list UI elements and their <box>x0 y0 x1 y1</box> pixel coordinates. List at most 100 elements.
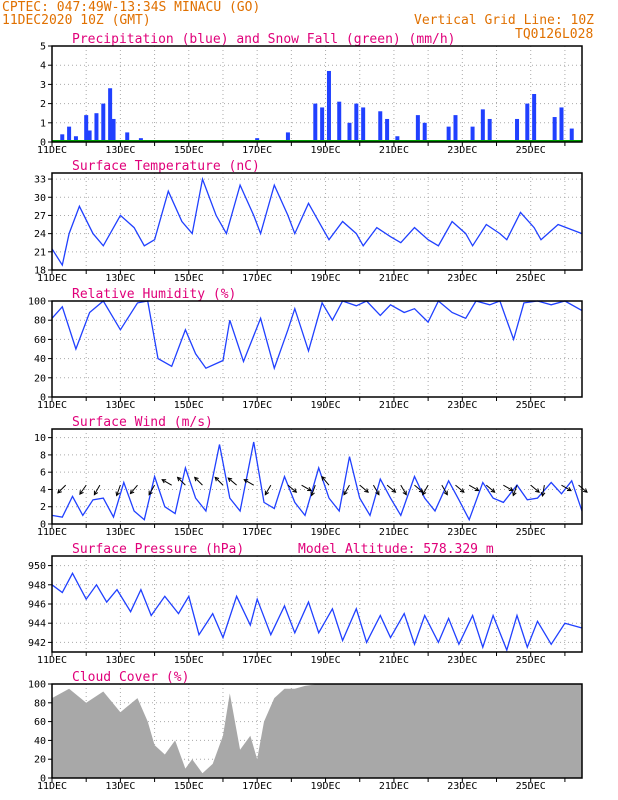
precip-bar <box>378 111 383 142</box>
ytick-label: 4 <box>40 61 46 72</box>
wind-arrow <box>441 484 448 495</box>
wind-arrow <box>93 484 101 495</box>
panel-title: Precipitation (blue) and Snow Fall (gree… <box>72 32 456 47</box>
wind-arrow-head <box>512 491 517 497</box>
xtick-label: 15DEC <box>174 655 204 666</box>
series-line <box>51 441 583 522</box>
precip-bar <box>453 115 458 142</box>
wind-arrow-head <box>582 488 588 493</box>
ytick-label: 80 <box>34 698 46 709</box>
panel-frame <box>51 555 583 653</box>
precip-bar <box>532 94 537 142</box>
precip-bar <box>73 136 78 142</box>
wind-arrow-head <box>535 488 540 493</box>
xtick-label: 23DEC <box>447 273 477 284</box>
precip-bar <box>313 103 318 142</box>
wind-arrow-head <box>321 475 326 481</box>
wind-arrow-head <box>227 477 233 482</box>
xtick-label: 19DEC <box>310 273 340 284</box>
precip-bar <box>111 118 116 142</box>
wind-arrow <box>243 479 254 486</box>
wind-arrow-head <box>292 488 298 493</box>
xtick-label: 19DEC <box>310 400 340 411</box>
xtick-label: 13DEC <box>105 781 135 792</box>
model-altitude: Model Altitude: 578.329 m <box>298 542 494 557</box>
xtick-label: 13DEC <box>105 655 135 666</box>
panel-title: Surface Wind (m/s) <box>72 415 213 430</box>
wind-arrow-head <box>93 490 99 496</box>
xtick-label: 13DEC <box>105 527 135 538</box>
xtick-label: 15DEC <box>174 273 204 284</box>
precip-bar <box>487 118 492 142</box>
wind-arrow <box>321 476 330 486</box>
series-line <box>51 176 583 267</box>
ytick-label: 5 <box>40 42 46 53</box>
wind-arrow <box>530 484 540 493</box>
precip-bar <box>87 130 92 142</box>
xtick-label: 23DEC <box>447 781 477 792</box>
wind-arrow-head <box>490 488 496 493</box>
xtick-label: 11DEC <box>37 527 67 538</box>
ytick-label: 21 <box>34 247 46 258</box>
series-line <box>51 571 583 653</box>
panel-title: Surface Pressure (hPa) <box>72 542 244 557</box>
ytick-label: 60 <box>34 717 46 728</box>
wind-arrow <box>194 477 203 486</box>
precip-bar <box>326 70 331 142</box>
xtick-label: 23DEC <box>447 400 477 411</box>
precip-bar <box>320 107 325 142</box>
ytick-label: 80 <box>34 316 46 327</box>
panel-title: Relative Humidity (%) <box>72 287 236 302</box>
wind-arrow <box>130 484 138 494</box>
xtick-label: 15DEC <box>174 145 204 156</box>
xtick-label: 17DEC <box>242 527 272 538</box>
wind-arrow-head <box>540 492 546 497</box>
ytick-label: 24 <box>34 229 46 240</box>
ytick-label: 4 <box>40 485 46 496</box>
xtick-label: 21DEC <box>379 655 409 666</box>
precip-bar <box>559 107 564 142</box>
xtick-label: 11DEC <box>37 655 67 666</box>
wind-arrow <box>148 484 156 495</box>
wind-arrow <box>214 477 224 486</box>
wind-arrow-head <box>443 490 448 496</box>
xtick-label: 21DEC <box>379 400 409 411</box>
xtick-label: 17DEC <box>242 655 272 666</box>
wind-arrow-head <box>264 490 270 496</box>
precip-bar <box>108 88 113 142</box>
xtick-label: 15DEC <box>174 527 204 538</box>
xtick-label: 25DEC <box>516 781 546 792</box>
xtick-label: 25DEC <box>516 145 546 156</box>
ytick-label: 100 <box>28 297 46 308</box>
ytick-label: 30 <box>34 193 46 204</box>
ytick-label: 948 <box>28 580 46 591</box>
wind-arrow-head <box>422 490 427 496</box>
xtick-label: 17DEC <box>242 273 272 284</box>
xtick-label: 15DEC <box>174 400 204 411</box>
wind-arrow-head <box>148 490 153 496</box>
precip-bar <box>67 126 72 142</box>
precip-bar <box>101 103 106 142</box>
wind-arrow-head <box>57 488 62 494</box>
wind-arrow <box>372 484 380 495</box>
header-vgrid: Vertical Grid Line: 10Z <box>414 13 594 28</box>
ytick-label: 0 <box>40 138 46 149</box>
panel-1: 18 21 24 27 30 33 11DEC 13DEC 15DEC 17DEC 19DEC 21D… <box>34 159 583 284</box>
wind-arrow-head <box>364 488 369 493</box>
xtick-label: 11DEC <box>37 781 67 792</box>
ytick-label: 33 <box>34 175 46 186</box>
wind-arrow <box>468 484 479 492</box>
wind-arrow <box>578 484 588 493</box>
xtick-label: 17DEC <box>242 400 272 411</box>
wind-arrow <box>541 485 545 497</box>
precip-bar <box>480 109 485 142</box>
ytick-label: 950 <box>28 561 46 572</box>
panel-frame <box>51 428 583 525</box>
xtick-label: 11DEC <box>37 273 67 284</box>
xtick-label: 21DEC <box>379 273 409 284</box>
xtick-label: 13DEC <box>105 400 135 411</box>
panel-2: 0 20 40 60 80 100 11DEC 13DEC 15DEC 17DEC 19DEC 21D… <box>28 287 583 411</box>
panel-4: 942 944 946 948 950 11DEC 13DEC 15DEC 17DEC 19DEC… <box>28 542 583 666</box>
precip-bar <box>354 103 359 142</box>
xtick-label: 17DEC <box>242 781 272 792</box>
